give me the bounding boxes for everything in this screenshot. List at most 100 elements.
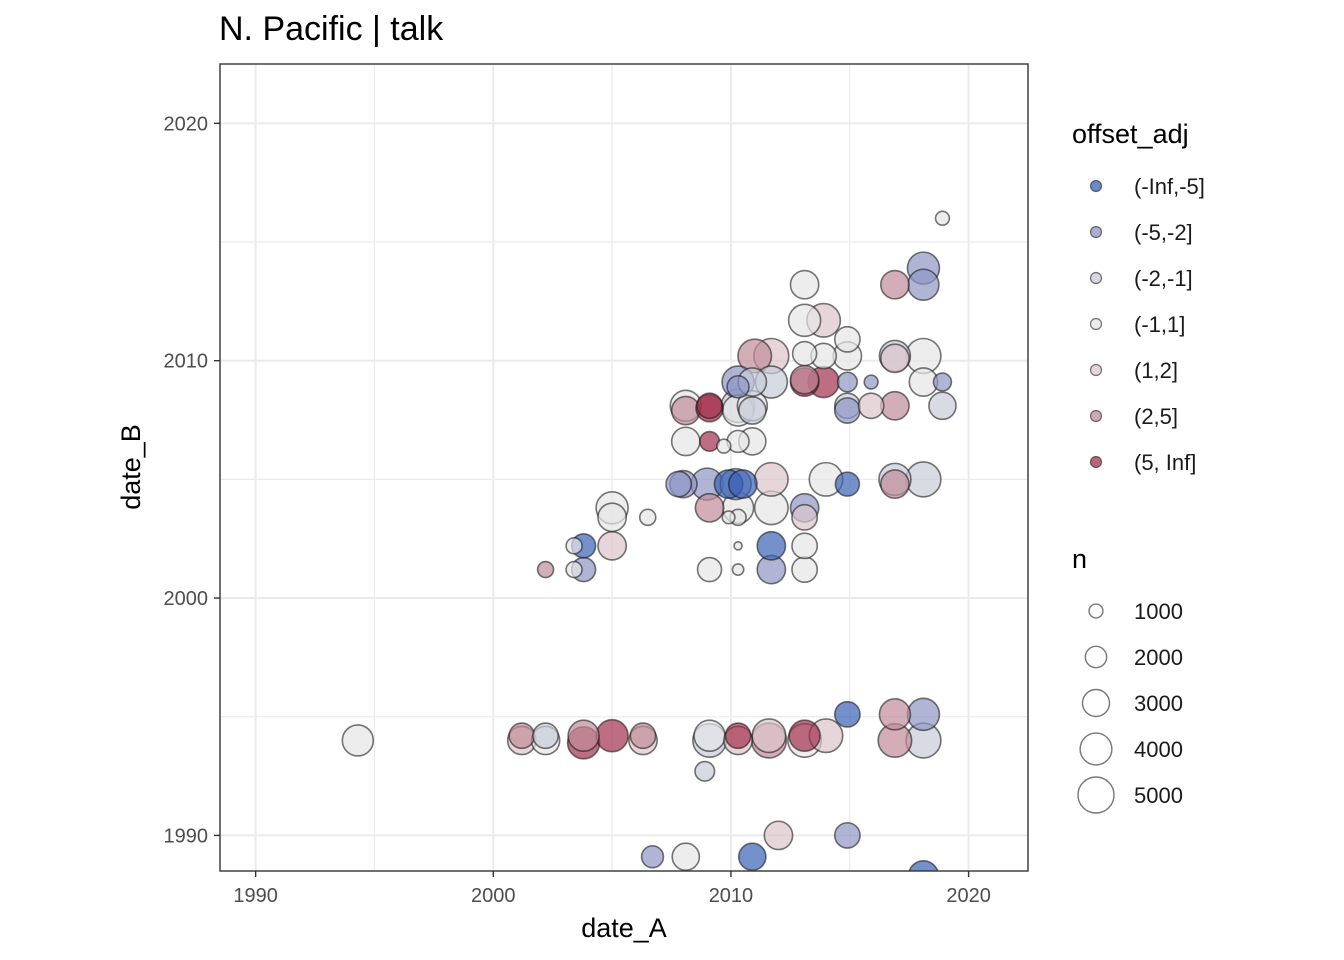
data-point — [737, 842, 767, 871]
data-point — [724, 722, 752, 750]
size-legend-label: 1000 — [1134, 599, 1183, 624]
data-points — [341, 210, 957, 871]
data-point — [763, 820, 794, 851]
data-point — [671, 842, 701, 871]
color-legend-label: (-1,1] — [1134, 312, 1185, 337]
size-legend-label: 5000 — [1134, 783, 1183, 808]
data-point — [756, 530, 787, 561]
data-point — [665, 470, 693, 498]
data-point — [696, 392, 724, 420]
color-legend-key — [1089, 317, 1103, 331]
data-point — [907, 268, 940, 302]
size-legend-key — [1077, 776, 1115, 814]
data-point — [834, 471, 861, 497]
size-legend-key — [1088, 603, 1104, 619]
data-point — [597, 530, 628, 561]
y-axis: 1990 2000 2010 2020 — [164, 113, 220, 847]
size-legend-key — [1081, 688, 1111, 718]
data-point — [733, 541, 743, 551]
data-point — [791, 556, 819, 584]
data-point — [731, 563, 745, 577]
data-point — [857, 392, 885, 420]
x-tick-label: 2020 — [946, 885, 991, 907]
data-point — [737, 396, 767, 425]
color-legend-key — [1089, 271, 1103, 285]
data-point — [833, 700, 861, 728]
data-point — [565, 560, 583, 579]
color-legend-key — [1089, 225, 1103, 239]
data-point — [751, 718, 787, 754]
data-point — [789, 269, 820, 300]
color-legend-key — [1089, 179, 1103, 193]
data-point — [833, 325, 861, 353]
data-point — [879, 390, 910, 421]
data-point — [597, 502, 628, 533]
size-legend: n 1000 2000 3000 4000 5000 — [1072, 544, 1183, 814]
data-point — [629, 722, 657, 750]
color-legend-title: offset_adj — [1072, 119, 1189, 149]
color-legend-label: (-5,-2] — [1134, 220, 1193, 245]
data-point — [788, 719, 821, 753]
data-point — [694, 760, 716, 782]
data-point — [787, 303, 822, 338]
data-point — [721, 510, 736, 525]
y-tick-label: 2000 — [164, 588, 209, 610]
size-legend-label: 4000 — [1134, 737, 1183, 762]
data-point — [565, 537, 583, 555]
size-legend-key — [1079, 732, 1113, 766]
y-tick-label: 1990 — [164, 825, 209, 847]
data-point — [928, 391, 957, 421]
y-tick-label: 2010 — [164, 351, 209, 373]
data-point — [789, 364, 820, 395]
size-legend-label: 3000 — [1134, 691, 1183, 716]
data-point — [727, 469, 758, 500]
color-legend-label: (2,5] — [1134, 404, 1178, 429]
color-legend-label: (5, Inf] — [1134, 450, 1196, 475]
data-point — [908, 859, 939, 871]
data-point — [532, 722, 560, 750]
data-point — [693, 719, 726, 753]
data-point — [508, 722, 536, 750]
size-legend-title: n — [1072, 544, 1087, 574]
data-point — [536, 560, 555, 579]
data-point — [906, 697, 941, 732]
x-axis: 1990 2000 2010 2020 — [233, 871, 991, 907]
y-axis-title: date_B — [116, 424, 146, 510]
data-point — [638, 508, 657, 527]
data-point — [879, 269, 910, 300]
y-tick-label: 2020 — [164, 113, 209, 135]
data-point — [696, 556, 723, 583]
data-point — [567, 719, 600, 753]
data-point — [878, 698, 912, 731]
x-tick-label: 2010 — [709, 885, 754, 907]
data-point — [595, 718, 629, 753]
plot-panel — [219, 63, 1029, 872]
color-legend: offset_adj (-Inf,-5] (-5,-2] (-2,-1] (-1,1]… — [1072, 119, 1205, 475]
data-point — [833, 821, 861, 849]
data-point — [934, 210, 951, 227]
data-point — [833, 397, 861, 424]
x-tick-label: 2000 — [471, 885, 516, 907]
color-legend-label: (1,2] — [1134, 358, 1178, 383]
chart-title: N. Pacific | talk — [219, 10, 444, 48]
data-point — [341, 724, 375, 757]
size-legend-key — [1084, 645, 1108, 669]
data-point — [932, 372, 953, 392]
data-point — [791, 503, 819, 531]
data-point — [791, 532, 819, 560]
data-point — [726, 375, 750, 399]
data-point — [791, 340, 818, 367]
panel-border — [219, 63, 1029, 872]
data-point — [694, 492, 725, 523]
data-point — [640, 845, 665, 869]
x-axis-title: date_A — [581, 913, 667, 943]
data-point — [753, 461, 789, 497]
color-legend-key — [1089, 455, 1103, 469]
color-legend-label: (-Inf,-5] — [1134, 174, 1205, 199]
data-point — [863, 374, 879, 390]
data-point — [879, 469, 910, 500]
color-legend-key — [1089, 409, 1103, 423]
data-point — [836, 371, 858, 393]
color-legend-label: (-2,-1] — [1134, 266, 1193, 291]
